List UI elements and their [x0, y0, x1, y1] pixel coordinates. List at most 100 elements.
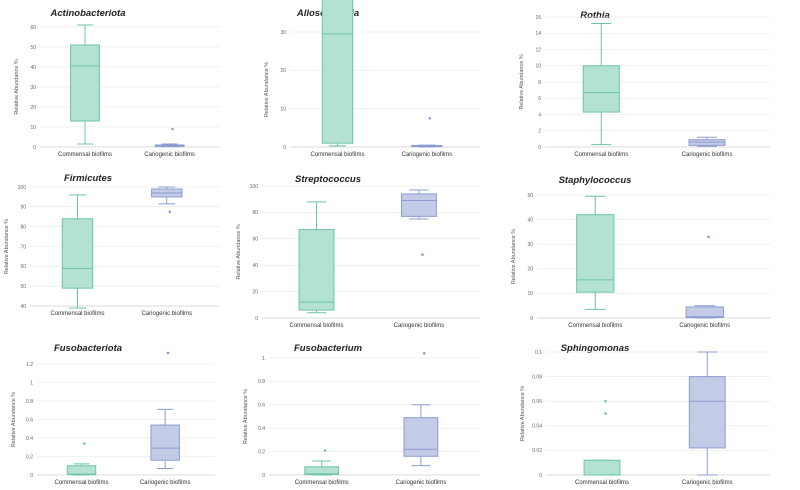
outlier-point [168, 210, 172, 214]
chart-panel-fusobacterium: Fusobacterium Relative Abundance % 0 0.2 0.4… [243, 343, 480, 486]
y-tick-label: 10 [280, 106, 286, 112]
y-tick-label: 0.08 [532, 374, 542, 380]
y-tick-label: 4 [538, 112, 541, 118]
x-category-label: Commensal biofilms [568, 323, 622, 329]
chart-panel-alloscardovia: AlloscardoviaRelative Abundance %0102030… [264, 0, 480, 158]
y-axis-label: Relative Abundance % [4, 219, 10, 274]
chart-panel-streptococcus: Streptococcus Relative Abundance % 0 20 40 60… [236, 174, 480, 329]
x-category-label: Commensal biofilms [295, 480, 349, 486]
y-tick-label: 0.2 [258, 449, 265, 455]
x-category-label: Commensal biofilms [575, 480, 629, 486]
y-tick-label: 30 [527, 242, 533, 248]
y-tick-label: 0 [262, 473, 265, 479]
y-tick-label: 20 [280, 68, 286, 74]
outlier-point [422, 352, 426, 355]
box-cariogenic [688, 136, 726, 147]
chart-title: Staphylococcus [559, 175, 632, 186]
box-commensal [304, 449, 340, 476]
x-category-label: Cariogenic biofilms [144, 152, 195, 158]
x-category-label: Cariogenic biofilms [401, 152, 452, 158]
chart-panel-fusobacteriota: Fusobacteriota Relative Abundance % 0 0.2 0.… [11, 343, 215, 486]
chart-title: Fusobacterium [294, 343, 363, 354]
y-tick-label: 16 [535, 15, 541, 21]
y-tick-label: 0.8 [258, 379, 265, 385]
y-axis-label: Relative Abundance % [14, 59, 20, 114]
iqr-box [582, 65, 620, 113]
iqr-box [321, 0, 354, 144]
y-tick-label: 0.1 [535, 350, 542, 356]
iqr-box [688, 376, 726, 449]
outlier-point [83, 442, 86, 445]
y-tick-label: 100 [250, 184, 259, 190]
y-axis-label: Relative Abundance % [243, 389, 249, 444]
y-tick-label: 0.2 [26, 454, 33, 460]
iqr-box [298, 229, 335, 311]
y-tick-label: 0.02 [532, 448, 542, 454]
y-axis-label: Relative Abundance % [519, 54, 525, 109]
box-cariogenic [411, 116, 443, 148]
y-axis-label: Relative Abundance % [236, 224, 242, 279]
y-tick-label: 0 [30, 473, 33, 479]
box-cariogenic [154, 127, 185, 148]
box-commensal [61, 194, 94, 309]
outlier-point [604, 412, 607, 415]
iqr-box [403, 417, 439, 457]
box-cariogenic [150, 351, 180, 470]
y-tick-label: 2 [538, 129, 541, 135]
y-tick-label: 20 [252, 289, 258, 295]
x-category-label: Cariogenic biofilms [394, 323, 445, 329]
box-cariogenic [401, 189, 437, 256]
y-tick-label: 0.6 [26, 417, 33, 423]
chart-panel-actinobacteriota: Actinobacteriota Relative Abundance % 0 10 2… [14, 8, 220, 158]
outlier-point [166, 351, 170, 355]
x-category-label: Cariogenic biofilms [396, 480, 447, 486]
x-category-label: Commensal biofilms [310, 152, 364, 158]
box-commensal [298, 201, 335, 314]
y-tick-label: 0.6 [258, 403, 265, 409]
box-commensal [583, 399, 621, 476]
x-category-label: Commensal biofilms [289, 323, 343, 329]
x-category-label: Cariogenic biofilms [140, 480, 191, 486]
y-tick-label: 90 [20, 205, 26, 211]
y-tick-label: 60 [252, 237, 258, 243]
y-tick-label: 12 [535, 47, 541, 53]
x-category-label: Commensal biofilms [58, 152, 112, 158]
chart-title: Firmicutes [64, 173, 112, 184]
y-tick-label: 100 [18, 185, 27, 191]
y-tick-label: 60 [20, 264, 26, 270]
x-category-label: Cariogenic biofilms [141, 311, 192, 317]
iqr-box [150, 424, 180, 461]
x-category-label: Commensal biofilms [574, 152, 628, 158]
y-tick-label: 8 [538, 80, 541, 86]
x-category-label: Cariogenic biofilms [679, 323, 730, 329]
y-tick-label: 0 [283, 145, 286, 151]
x-category-label: Commensal biofilms [50, 311, 104, 317]
box-cariogenic [151, 186, 183, 214]
y-tick-label: 60 [30, 25, 36, 31]
box-commensal [70, 24, 100, 145]
x-category-label: Cariogenic biofilms [682, 480, 733, 486]
chart-title: Fusobacteriota [54, 343, 122, 354]
y-tick-label: 0.06 [532, 399, 542, 405]
box-commensal [66, 442, 97, 476]
y-tick-label: 0.04 [532, 424, 542, 430]
outlier-point [421, 253, 424, 256]
y-axis-label: Relative Abundance % [520, 386, 526, 441]
y-tick-label: 10 [535, 64, 541, 70]
y-tick-label: 10 [527, 291, 533, 297]
iqr-box [583, 459, 621, 476]
box-commensal [582, 23, 620, 146]
outlier-point [707, 235, 710, 239]
y-tick-label: 6 [538, 96, 541, 102]
outlier-point [171, 127, 174, 131]
chart-panel-rothia: Rothia Relative Abundance % 0 2 4 6 8 10 12 14 16 C… [519, 10, 770, 158]
y-axis-label: Relative Abundance % [264, 62, 270, 117]
y-tick-label: 14 [535, 31, 541, 37]
y-tick-label: 0 [33, 145, 36, 151]
x-category-label: Commensal biofilms [54, 480, 108, 486]
iqr-box [70, 44, 100, 122]
y-tick-label: 70 [20, 244, 26, 250]
y-tick-label: 1 [262, 356, 265, 362]
iqr-box [304, 466, 340, 475]
chart-panel-firmicutes: Firmicutes Relative Abundance % 40 50 60 70 80… [4, 173, 220, 317]
